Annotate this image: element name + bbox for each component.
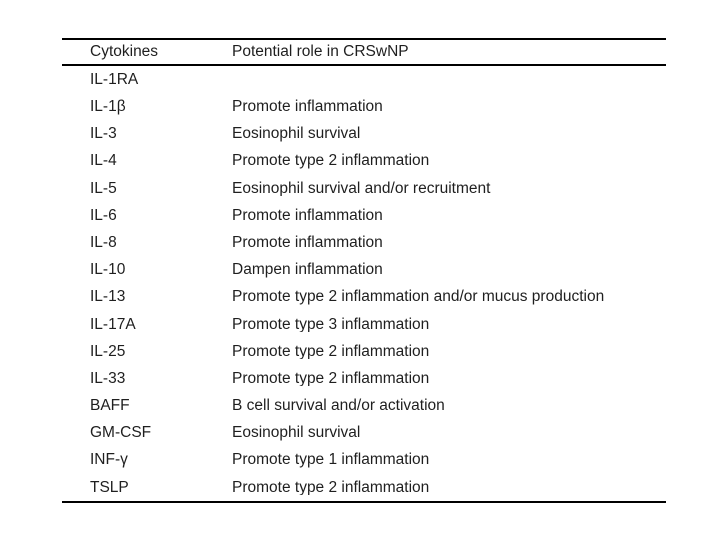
role-cell: Eosinophil survival (232, 126, 361, 142)
table-row-il-3: IL-3 Eosinophil survival (62, 120, 666, 147)
cytokine-cell: IL-13 (90, 289, 126, 305)
table-row-il-4: IL-4 Promote type 2 inflammation (62, 148, 666, 175)
role-cell: Promote type 2 inflammation (232, 370, 430, 387)
role-cell: Eosinophil survival and/or recruitment (232, 180, 491, 197)
cytokine-cell: IL-4 (90, 153, 117, 169)
table-row-il-13: IL-13 Promote type 2 inflammation and/or… (62, 284, 666, 311)
role-cell: Promote type 2 inflammation (232, 479, 430, 496)
table-row-baff: BAFF B cell survival and/or activation (62, 392, 666, 419)
cytokine-cell: IL-25 (90, 343, 126, 360)
role-cell: Promote type 3 inflammation (232, 316, 430, 333)
table-row-il-5: IL-5 Eosinophil survival and/or recruitm… (62, 175, 666, 202)
cytokine-cell: IL-33 (90, 370, 126, 387)
table-row-il-1ra: IL-1RA (62, 66, 666, 93)
table-row-il-25: IL-25 Promote type 2 inflammation (62, 338, 666, 365)
cytokine-cell: IL-1β (90, 99, 126, 115)
table-row-il-8: IL-8 Promote inflammation (62, 229, 666, 256)
table-row-il-33: IL-33 Promote type 2 inflammation (62, 365, 666, 392)
cytokine-cell: IL-8 (90, 234, 117, 251)
table-row-il-6: IL-6 Promote inflammation (62, 202, 666, 229)
table-body: IL-1RA IL-1β Promote inflammation IL-3 E… (62, 66, 666, 501)
cytokine-roles-table: Cytokines Potential role in CRSwNP IL-1R… (62, 38, 666, 503)
cytokine-cell: IL-6 (90, 207, 117, 224)
role-cell: Eosinophil survival (232, 425, 361, 441)
column-header-cytokines: Cytokines (90, 44, 159, 60)
cytokine-cell: TSLP (90, 479, 129, 496)
role-cell: Promote type 2 inflammation and/or mucus… (232, 289, 605, 305)
table-row-il-10: IL-10 Dampen inflammation (62, 256, 666, 283)
table-row-inf-gamma: INF-γ Promote type 1 inflammation (62, 447, 666, 474)
table-row-il-1b: IL-1β Promote inflammation (62, 93, 666, 120)
table-row-il-17a: IL-17A Promote type 3 inflammation (62, 311, 666, 338)
table-row-gm-csf: GM-CSF Eosinophil survival (62, 419, 666, 446)
column-header-potential-role: Potential role in CRSwNP (232, 44, 409, 60)
cytokine-cell: IL-1RA (90, 71, 139, 88)
role-cell: B cell survival and/or activation (232, 398, 445, 414)
cytokine-cell: IL-3 (90, 126, 117, 142)
role-cell: Promote inflammation (232, 207, 383, 224)
cytokine-cell: BAFF (90, 398, 130, 414)
cytokine-cell: IL-10 (90, 262, 126, 278)
table-row-tslp: TSLP Promote type 2 inflammation (62, 474, 666, 501)
role-cell: Promote type 1 inflammation (232, 452, 430, 468)
cytokine-cell: IL-5 (90, 180, 117, 197)
cytokine-cell: INF-γ (90, 452, 128, 468)
role-cell: Promote inflammation (232, 99, 383, 115)
table-header-row: Cytokines Potential role in CRSwNP (62, 40, 666, 66)
role-cell: Promote type 2 inflammation (232, 343, 430, 360)
cytokine-cell: GM-CSF (90, 425, 152, 441)
role-cell: Promote inflammation (232, 234, 383, 251)
role-cell: Dampen inflammation (232, 262, 383, 278)
cytokine-cell: IL-17A (90, 316, 136, 333)
role-cell: Promote type 2 inflammation (232, 153, 430, 169)
